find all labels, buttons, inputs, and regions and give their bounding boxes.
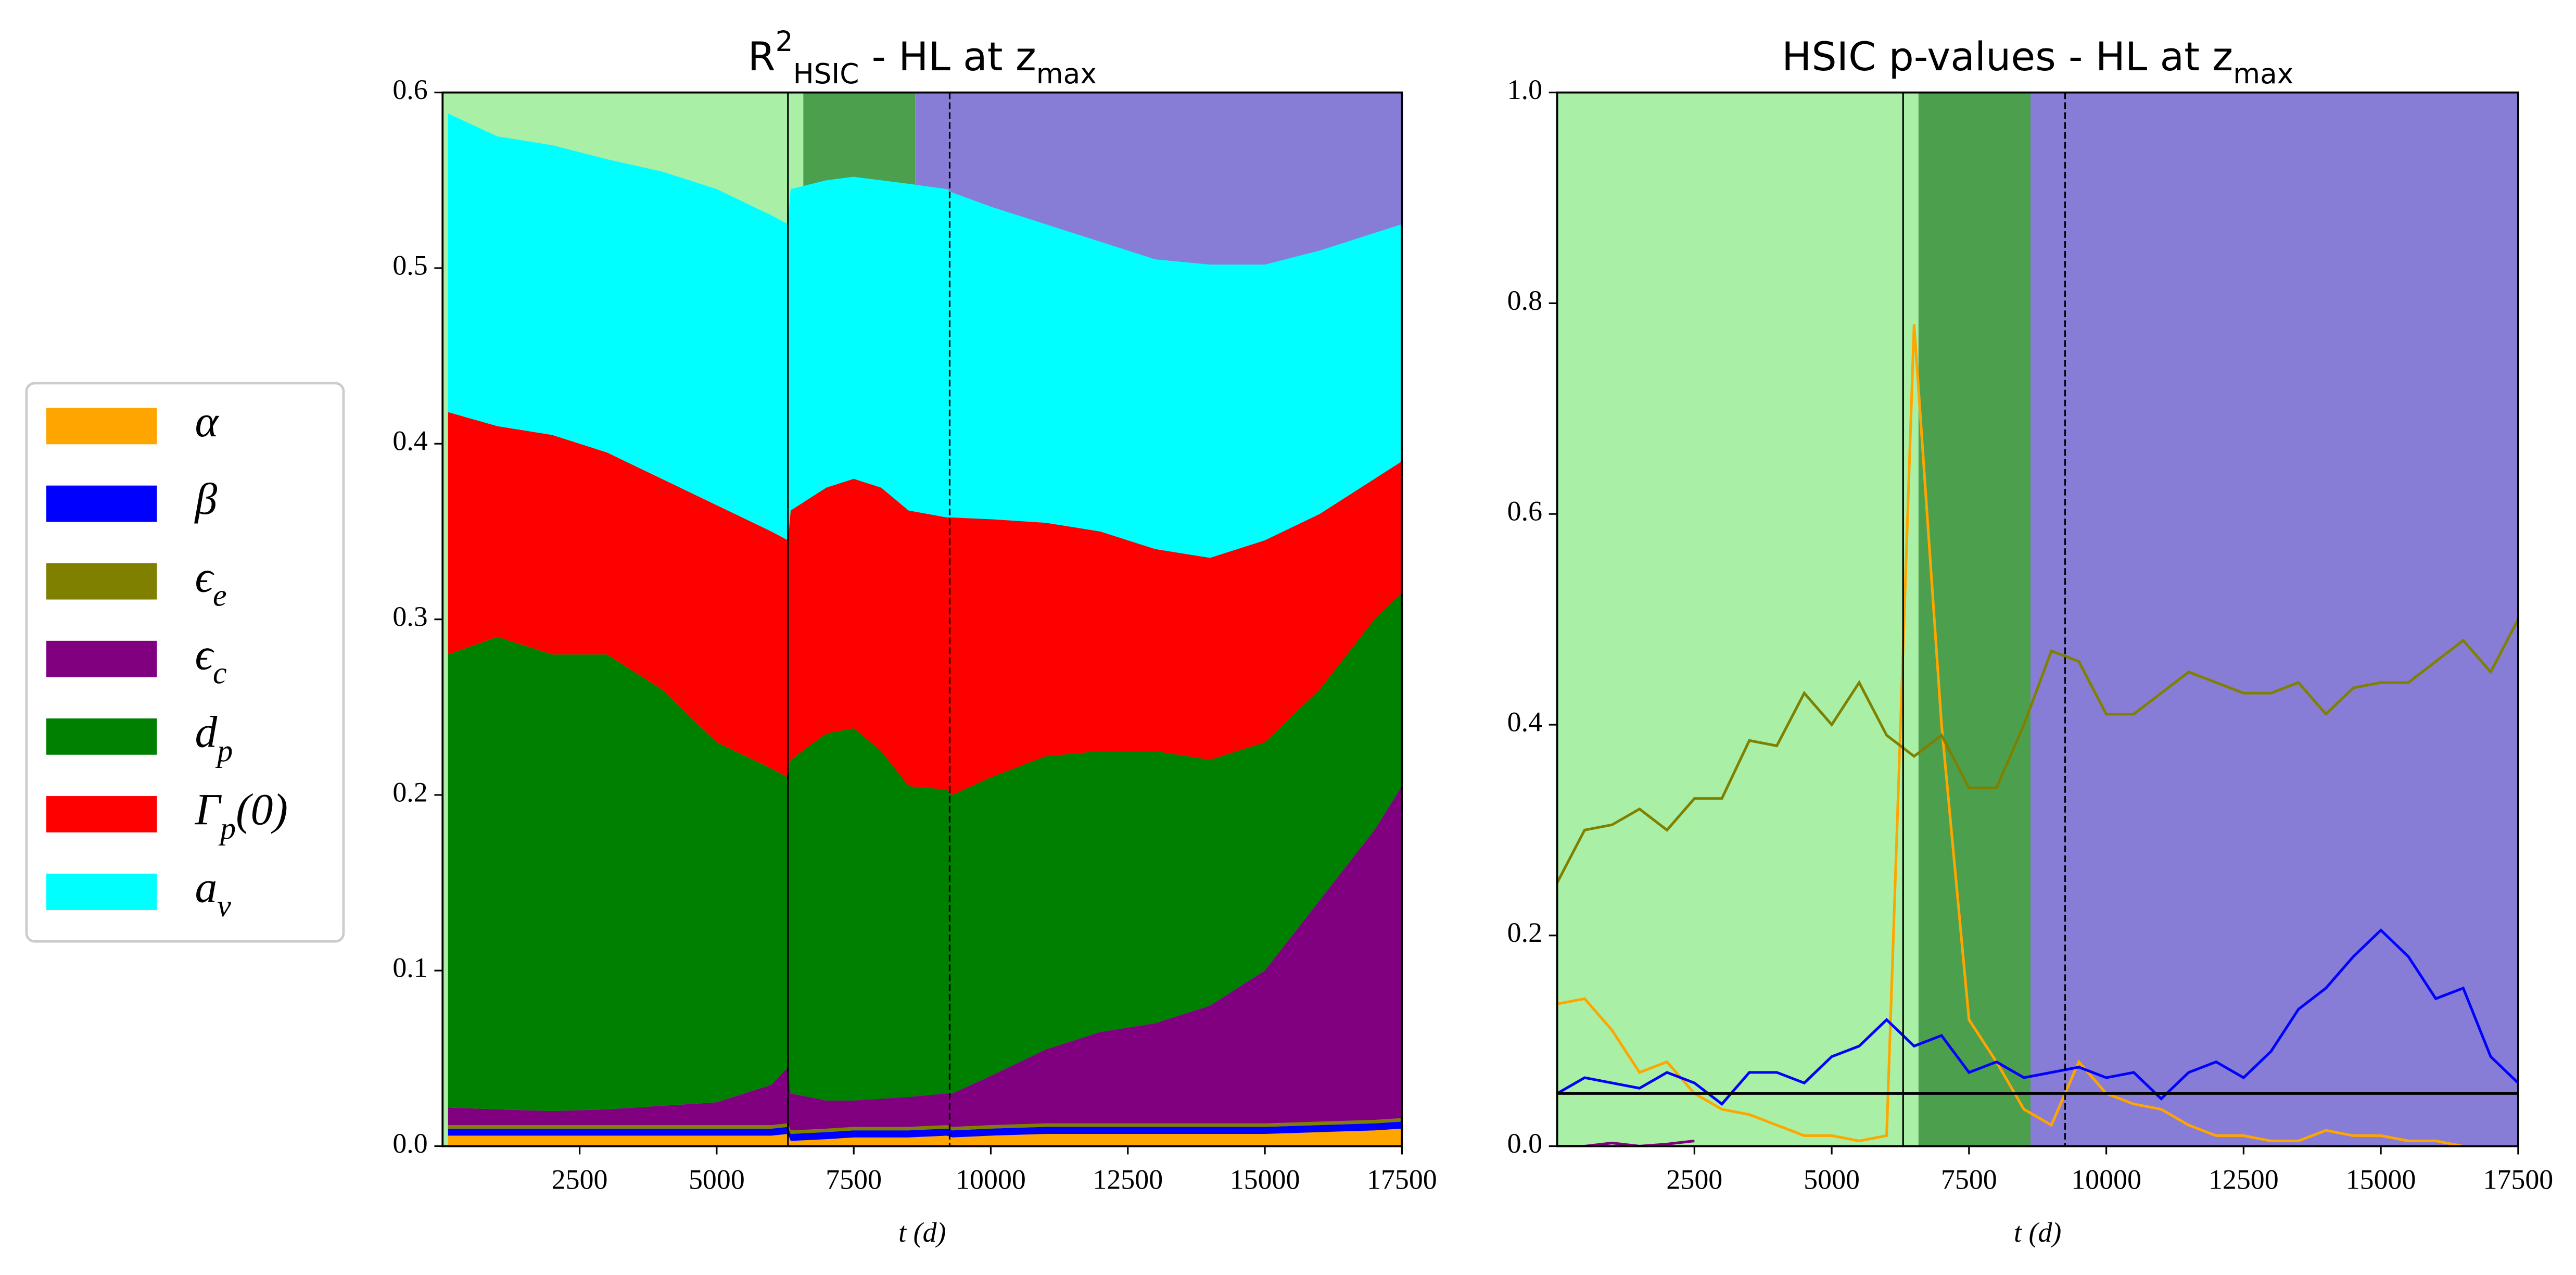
area [448,786,1402,1131]
x-tick-label: 15000 [2346,1164,2416,1195]
y-tick-label: 0.2 [1507,917,1542,948]
y-tick-label: 0.6 [392,74,427,105]
chart-title: R2HSIC - HL at zmax [748,26,1097,90]
x-tick-label: 5000 [1804,1164,1860,1195]
area [448,1118,1402,1134]
x-tick-label: 2500 [1666,1164,1722,1195]
line [1557,618,2518,883]
legend-swatch [46,874,157,910]
region-band [1557,92,1919,1146]
y-tick-label: 0.1 [392,952,427,983]
legend-swatch [46,408,157,445]
region-band [2030,92,2518,1146]
plot-area [442,92,1402,1146]
y-tick-label: 0.5 [392,249,427,281]
x-tick-label: 12500 [2209,1164,2279,1195]
y-tick-label: 0.3 [392,601,427,632]
x-tick-label: 17500 [1367,1164,1437,1195]
x-tick-label: 10000 [956,1164,1026,1195]
area [448,412,1402,795]
x-tick-label: 12500 [1093,1164,1163,1195]
legend-swatch [46,796,157,832]
x-tick-label: 17500 [2483,1164,2553,1195]
x-tick-label: 7500 [1941,1164,1997,1195]
legend-label: α [195,397,219,446]
x-axis-label: t (d) [2014,1217,2061,1248]
y-tick-label: 0.4 [1507,706,1542,737]
chart-title: HSIC p-values - HL at zmax [1782,33,2293,90]
y-tick-label: 0.0 [1507,1128,1542,1159]
y-tick-label: 0.8 [1507,285,1542,316]
area [448,593,1402,1112]
area [448,1128,1402,1146]
y-tick-label: 0.6 [1507,496,1542,527]
y-tick-label: 1.0 [1507,74,1542,105]
legend-swatch [46,718,157,755]
y-tick-label: 0.2 [392,776,427,807]
x-tick-label: 7500 [826,1164,882,1195]
line [1557,928,2518,1106]
area [448,113,1402,558]
line [1557,324,2518,1146]
x-tick-label: 2500 [552,1164,608,1195]
plot-area [1557,92,2518,1146]
legend-swatch [46,640,157,677]
legend-swatch [46,485,157,522]
region-band [1918,92,2031,1146]
legend-swatch [46,563,157,600]
x-tick-label: 10000 [2071,1164,2141,1195]
x-tick-label: 5000 [689,1164,745,1195]
x-tick-label: 15000 [1230,1164,1300,1195]
line [1557,1139,1695,1146]
y-tick-label: 0.0 [392,1128,427,1159]
area [448,1121,1402,1141]
plot-frame [1556,91,2519,1147]
x-axis-label: t (d) [898,1217,946,1248]
legend-label: β [194,474,217,524]
y-tick-label: 0.4 [392,425,427,457]
